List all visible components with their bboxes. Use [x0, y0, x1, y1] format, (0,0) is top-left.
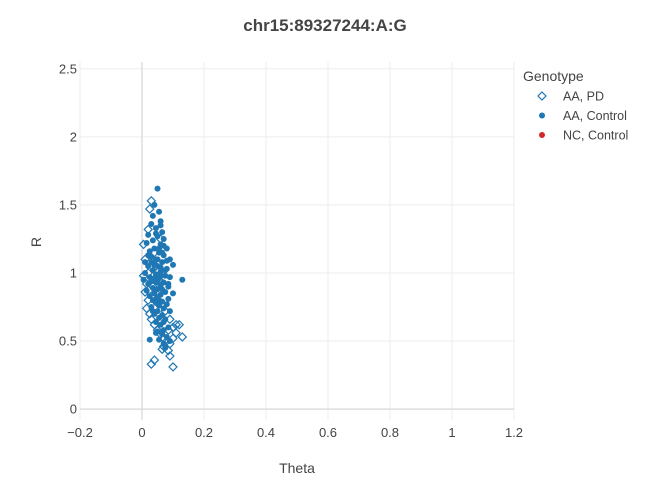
zero-lines [80, 62, 514, 420]
data-point [170, 261, 176, 268]
data-point [140, 287, 150, 297]
data-point [154, 185, 161, 192]
data-point [159, 229, 166, 236]
data-point [157, 272, 164, 279]
data-point [163, 325, 174, 336]
data-point [159, 259, 166, 266]
data-point [149, 212, 156, 219]
y-tick-label: 2 [70, 129, 77, 144]
data-point [145, 231, 152, 238]
data-point [145, 263, 152, 270]
x-axis-title: Theta [279, 460, 315, 476]
legend-marker [539, 132, 545, 138]
y-axis-title: R [28, 237, 44, 247]
y-tick-label: 0.5 [59, 334, 77, 349]
data-point [144, 308, 155, 319]
data-point [152, 298, 163, 308]
data-point [166, 338, 173, 345]
data-points [138, 185, 188, 372]
data-point [159, 286, 166, 293]
legend-marker [539, 112, 545, 119]
legend-marker [537, 91, 547, 101]
data-point [156, 208, 163, 215]
data-point [166, 274, 173, 281]
legend: Genotype AA, PD AA, Control NC, Control [523, 68, 628, 143]
data-point [168, 322, 178, 333]
tick-labels: −0.2 0 0.2 0.4 0.6 0.8 1 1.2 0 0.5 1 1.5 2 2.5 [59, 61, 523, 440]
data-point [165, 280, 172, 287]
data-point [170, 290, 176, 297]
data-point [179, 276, 186, 283]
y-tick-label: 1 [70, 265, 77, 280]
data-point [171, 319, 181, 330]
data-point [157, 222, 164, 229]
y-tick-label: 2.5 [59, 61, 77, 76]
data-point [144, 204, 155, 214]
data-point [143, 295, 154, 306]
data-point [143, 268, 154, 278]
data-point [146, 195, 157, 206]
x-tick-label: 0.8 [381, 425, 399, 440]
data-point [151, 261, 161, 272]
data-point [156, 314, 163, 321]
x-tick-label: 0 [138, 425, 145, 440]
legend-items: AA, PD AA, Control NC, Control [537, 90, 628, 143]
legend-label: NC, Control [563, 129, 628, 143]
data-point [163, 257, 170, 264]
data-point [149, 237, 156, 244]
data-point [168, 362, 178, 372]
data-point [155, 234, 166, 244]
data-point [148, 289, 158, 300]
data-point [163, 301, 170, 308]
data-point [160, 306, 171, 316]
data-point [163, 345, 174, 356]
y-tick-label: 1.5 [59, 197, 77, 212]
data-point [143, 224, 154, 235]
data-point [148, 220, 155, 227]
data-point [149, 308, 156, 315]
data-point [152, 225, 159, 232]
x-tick-label: 1.2 [505, 425, 523, 440]
data-point [160, 242, 167, 249]
data-point [142, 259, 149, 266]
data-point [165, 295, 172, 302]
data-point [160, 318, 167, 325]
data-point [149, 247, 160, 258]
data-point [140, 254, 150, 265]
x-tick-label: 0.2 [195, 425, 213, 440]
data-point [162, 267, 169, 274]
legend-title: Genotype [523, 68, 584, 84]
data-point [177, 332, 188, 342]
data-point [154, 274, 164, 285]
data-point [146, 359, 157, 370]
data-point [157, 344, 167, 355]
data-point [162, 272, 169, 279]
y-tick-label: 0 [70, 402, 77, 417]
legend-label: AA, Control [563, 109, 627, 123]
data-point [160, 235, 167, 242]
data-point [165, 314, 175, 325]
x-tick-label: −0.2 [67, 425, 93, 440]
data-point [152, 230, 159, 237]
grid-lines [79, 62, 515, 420]
data-point [165, 351, 175, 361]
data-point [138, 239, 149, 250]
data-point [174, 319, 185, 330]
x-tick-label: 1 [448, 425, 455, 440]
chart-title: chr15:89327244:A:G [243, 16, 406, 35]
x-tick-label: 0.4 [257, 425, 275, 440]
data-point [156, 245, 163, 252]
data-point [146, 336, 153, 343]
data-point [154, 256, 161, 263]
x-tick-label: 0.6 [319, 425, 337, 440]
data-point [141, 279, 152, 289]
legend-label: AA, PD [563, 90, 604, 104]
data-point [159, 249, 166, 256]
